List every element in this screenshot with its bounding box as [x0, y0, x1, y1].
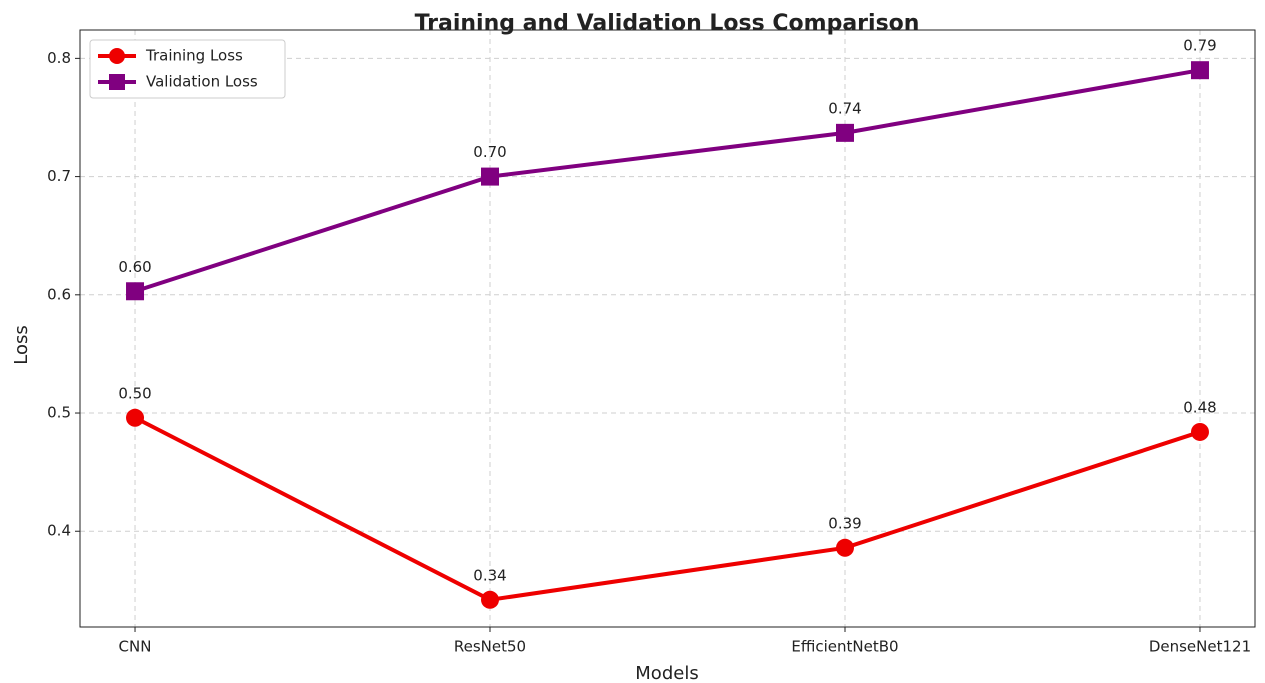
x-axis-label: Models	[635, 663, 698, 683]
plot-frame	[79, 29, 1256, 628]
marker	[481, 590, 500, 609]
data-label: 0.50	[118, 384, 151, 402]
marker	[126, 282, 145, 301]
data-label: 0.34	[473, 566, 506, 584]
marker	[481, 167, 500, 186]
legend	[89, 39, 286, 99]
marker	[835, 538, 854, 557]
y-axis-label: Loss	[11, 325, 32, 364]
legend-label: Training Loss	[145, 47, 243, 65]
y-tick-label: 0.5	[47, 404, 71, 422]
data-label: 0.60	[118, 258, 151, 276]
data-label: 0.74	[828, 99, 861, 117]
data-label: 0.70	[473, 143, 506, 161]
x-tick-label: EfficientNetB0	[791, 638, 898, 656]
data-label: 0.48	[1183, 398, 1216, 416]
data-label: 0.39	[828, 514, 861, 532]
y-tick-label: 0.6	[47, 285, 71, 303]
marker	[835, 123, 854, 142]
marker	[1190, 61, 1209, 80]
x-tick-label: DenseNet121	[1149, 638, 1251, 656]
legend-marker	[109, 74, 125, 90]
y-tick-label: 0.7	[47, 167, 71, 185]
y-tick-label: 0.4	[47, 522, 71, 540]
marker	[1190, 422, 1209, 441]
line	[134, 415, 1201, 602]
x-tick-label: ResNet50	[454, 638, 526, 656]
data-label: 0.79	[1183, 37, 1216, 55]
legend-label: Validation Loss	[146, 73, 258, 91]
y-tick-label: 0.8	[47, 49, 71, 67]
x-tick-label: CNN	[119, 638, 152, 656]
line	[134, 68, 1201, 294]
legend-marker	[109, 48, 125, 64]
chart-title: Training and Validation Loss Comparison	[415, 11, 920, 36]
marker	[126, 408, 145, 427]
